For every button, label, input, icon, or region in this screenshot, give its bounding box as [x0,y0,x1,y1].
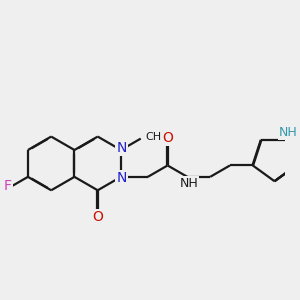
Text: N: N [116,171,127,185]
Text: O: O [92,210,103,224]
Text: N: N [116,141,127,155]
Text: CH₃: CH₃ [146,132,166,142]
Text: F: F [4,179,12,193]
Text: NH: NH [279,126,298,139]
Text: NH: NH [179,177,198,190]
Text: O: O [162,131,173,145]
